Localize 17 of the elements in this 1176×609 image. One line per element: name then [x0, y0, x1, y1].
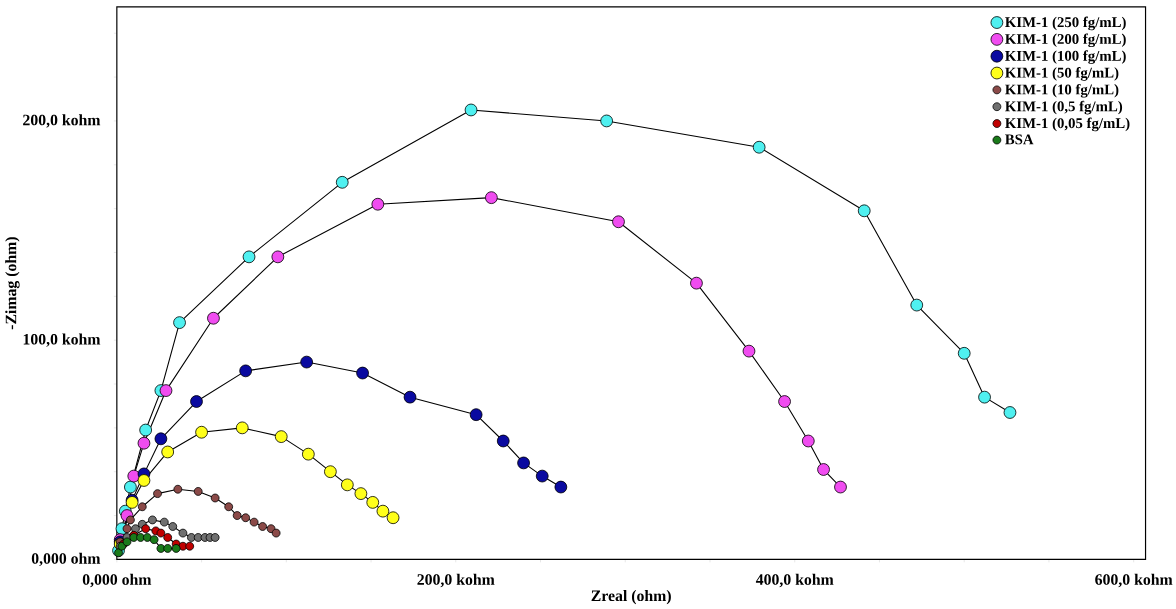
y-axis-title: -Zimag (ohm) — [5, 237, 20, 330]
x-tick-label: 600,0 kohm — [1095, 573, 1173, 588]
x-tick-label: 200,0 kohm — [417, 573, 495, 588]
y-tick-label: 100,0 kohm — [23, 333, 101, 347]
x-tick-label: 0,000 ohm — [82, 573, 152, 588]
legend-label: KIM-1 (10 fg/mL) — [1005, 83, 1119, 98]
x-axis-title: Zreal (ohm) — [591, 590, 671, 605]
legend-label: KIM-1 (0,05 fg/mL) — [1005, 117, 1130, 132]
legend-label: BSA — [1005, 134, 1034, 145]
y-tick-label: 0,000 ohm — [31, 552, 101, 567]
legend-label: KIM-1 (250 fg/mL) — [1005, 16, 1126, 31]
x-tick-label: 400,0 kohm — [755, 573, 834, 588]
y-tick-label: 200,0 kohm — [23, 114, 101, 128]
legend-label: KIM-1 (100 fg/mL) — [1005, 50, 1126, 64]
legend-label: KIM-1 (200 fg/mL) — [1005, 33, 1126, 48]
legend-label: KIM-1 (50 fg/mL) — [1005, 67, 1119, 81]
legend-label: KIM-1 (0,5 fg/mL) — [1005, 100, 1123, 115]
